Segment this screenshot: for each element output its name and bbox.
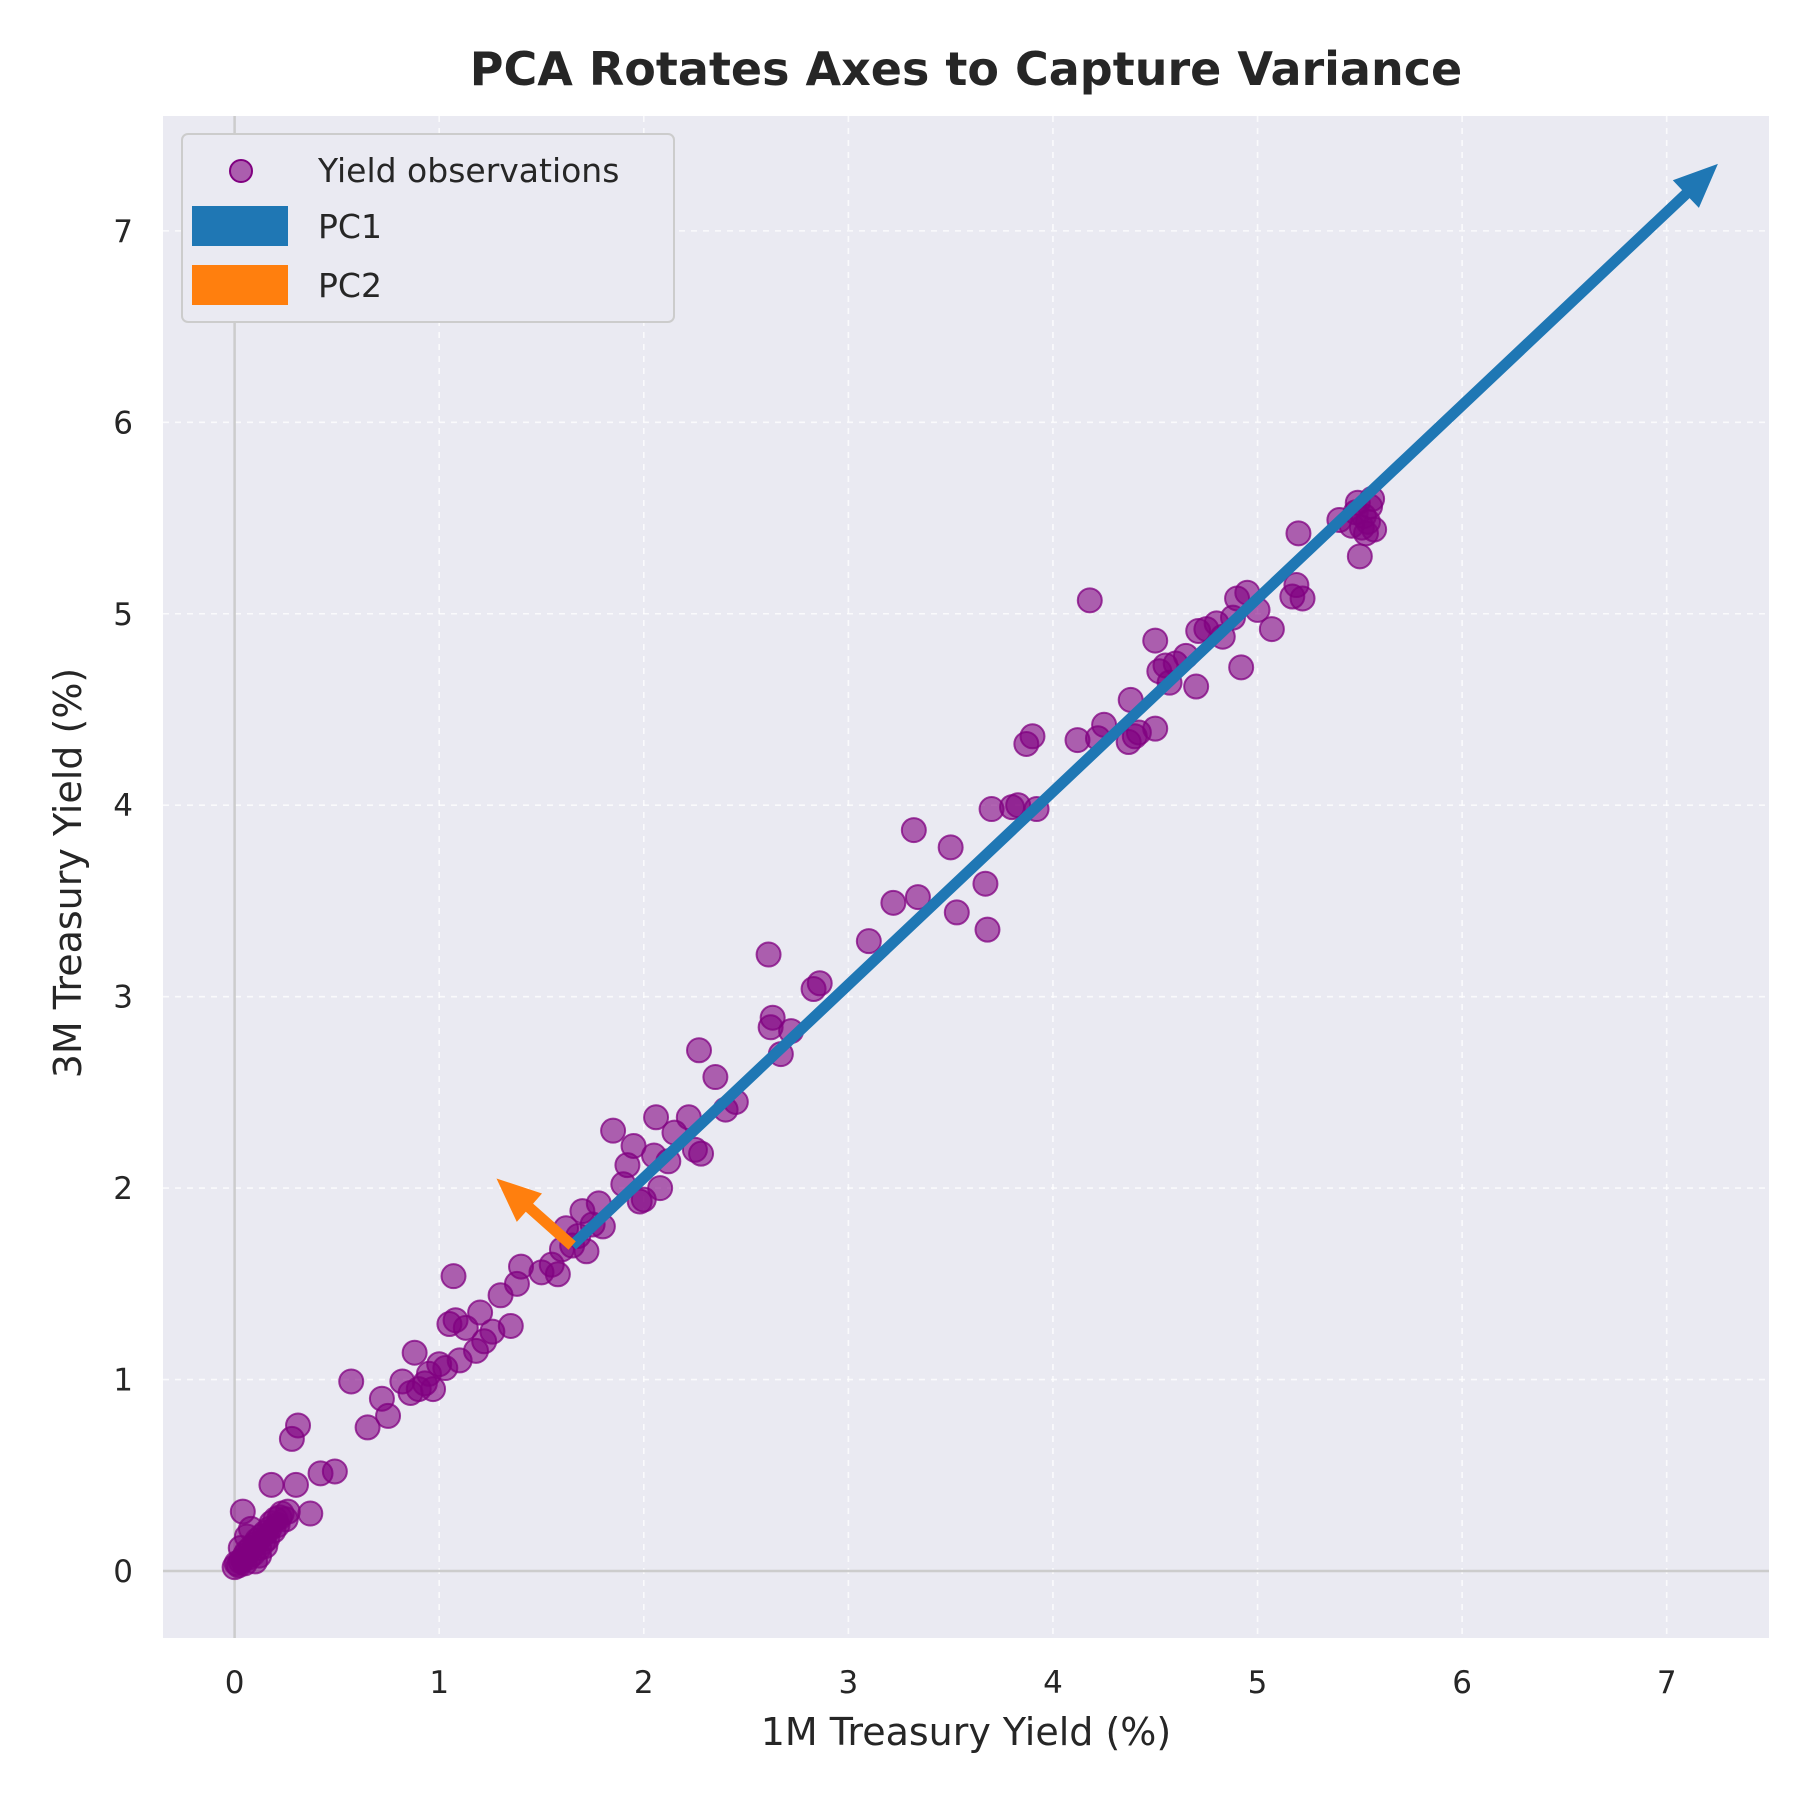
y-ticks: 0 1 2 3 4 5 6 7 (113, 214, 133, 1590)
scatter-point-108 (937, 834, 964, 861)
scatter-point-126 (1142, 627, 1169, 654)
scatter-point-38 (297, 1500, 324, 1527)
scatter-point-140 (1228, 654, 1255, 681)
y-axis-label: 3M Treasury Yield (%) (46, 668, 90, 1079)
scatter-point-35 (282, 1471, 309, 1498)
legend-patch-pc1 (192, 206, 288, 246)
legend-marker-yield-observations (229, 159, 253, 183)
scatter-point-104 (855, 928, 882, 955)
legend-label-pc2: PC2 (318, 266, 382, 305)
scatter-point-146 (1285, 520, 1312, 547)
scatter-point-37 (285, 1412, 312, 1439)
scatter-point-27 (274, 1498, 301, 1525)
scatter-point-31 (229, 1498, 256, 1525)
scatter-point-55 (440, 1263, 467, 1290)
scatter-point-127 (1142, 715, 1169, 742)
x-tick-label-0: 0 (225, 1665, 245, 1701)
legend-patch-pc2 (192, 265, 288, 305)
scatter-point-60 (467, 1299, 494, 1326)
x-tick-label-1: 1 (429, 1665, 449, 1701)
x-ticks: 0 1 2 3 4 5 6 7 (225, 1665, 1677, 1701)
pc-arrows (496, 163, 1718, 1250)
zero-lines (163, 116, 1769, 1638)
y-tick-label-4: 4 (113, 788, 133, 824)
legend-label-yield-observations: Yield observations (317, 151, 619, 190)
chart-title: PCA Rotates Axes to Capture Variance (470, 42, 1462, 96)
legend: Yield observations PC1 PC2 (181, 133, 675, 323)
scatter-point-150 (1346, 543, 1373, 570)
scatter-point-64 (497, 1312, 524, 1339)
y-tick-label-5: 5 (113, 597, 133, 633)
x-tick-label-3: 3 (838, 1665, 858, 1701)
scatter-point-42 (354, 1414, 381, 1441)
scatter-point-44 (375, 1402, 402, 1429)
scatter-point-92 (686, 1037, 713, 1064)
scatter-point-103 (806, 970, 833, 997)
scatter-point-86 (643, 1104, 670, 1131)
scatter-point-93 (688, 1140, 715, 1167)
scatter-point-109 (943, 899, 970, 926)
scatter-point-157 (1361, 516, 1388, 543)
y-tick-label-6: 6 (113, 405, 133, 441)
legend-box (181, 133, 675, 323)
x-tick-label-2: 2 (634, 1665, 654, 1701)
x-tick-label-6: 6 (1452, 1665, 1472, 1701)
scatter-point-110 (972, 870, 999, 897)
pc1-arrow (568, 163, 1718, 1250)
y-tick-label-7: 7 (113, 214, 133, 250)
y-tick-label-3: 3 (113, 980, 133, 1016)
scatter-point-119 (1076, 587, 1103, 614)
y-tick-label-1: 1 (113, 1363, 133, 1399)
scatter-point-111 (974, 916, 1001, 943)
scatter-point-97 (755, 941, 782, 968)
legend-label-pc1: PC1 (318, 207, 382, 246)
pc2-arrow (496, 1178, 576, 1250)
scatter-point-34 (258, 1471, 285, 1498)
scatter-point-106 (900, 817, 927, 844)
scatter-point-47 (401, 1339, 428, 1366)
scatter-point-94 (702, 1064, 729, 1091)
scatter-points (221, 485, 1388, 1581)
scatter-point-51 (420, 1376, 447, 1403)
scatter-point-105 (880, 889, 907, 916)
y-tick-label-0: 0 (113, 1554, 133, 1590)
scatter-point-33 (252, 1533, 279, 1560)
scatter-point-40 (321, 1458, 348, 1485)
scatter-point-87 (647, 1175, 674, 1202)
x-axis-label: 1M Treasury Yield (%) (761, 1710, 1172, 1754)
scatter-point-99 (759, 1004, 786, 1031)
scatter-point-107 (904, 884, 931, 911)
scatter-point-147 (1289, 585, 1316, 612)
scatter-point-41 (338, 1368, 365, 1395)
x-tick-label-4: 4 (1043, 1665, 1063, 1701)
scatter-point-133 (1183, 673, 1210, 700)
scatter-point-143 (1258, 616, 1285, 643)
scatter-point-79 (600, 1117, 627, 1144)
x-tick-label-7: 7 (1657, 1665, 1677, 1701)
y-tick-label-2: 2 (113, 1171, 133, 1207)
scatter-point-69 (544, 1261, 571, 1288)
scatter-point-116 (1019, 723, 1046, 750)
x-tick-label-5: 5 (1248, 1665, 1268, 1701)
